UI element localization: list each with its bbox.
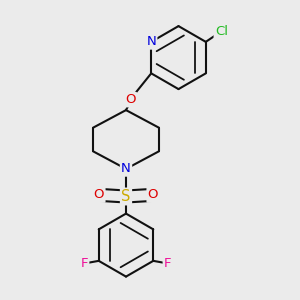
- Text: F: F: [81, 257, 88, 270]
- Text: O: O: [94, 188, 104, 202]
- Text: N: N: [121, 162, 131, 176]
- Text: Cl: Cl: [215, 25, 228, 38]
- Text: N: N: [146, 35, 156, 48]
- Text: O: O: [148, 188, 158, 202]
- Text: S: S: [121, 189, 131, 204]
- Text: F: F: [164, 257, 171, 270]
- Text: O: O: [125, 93, 136, 106]
